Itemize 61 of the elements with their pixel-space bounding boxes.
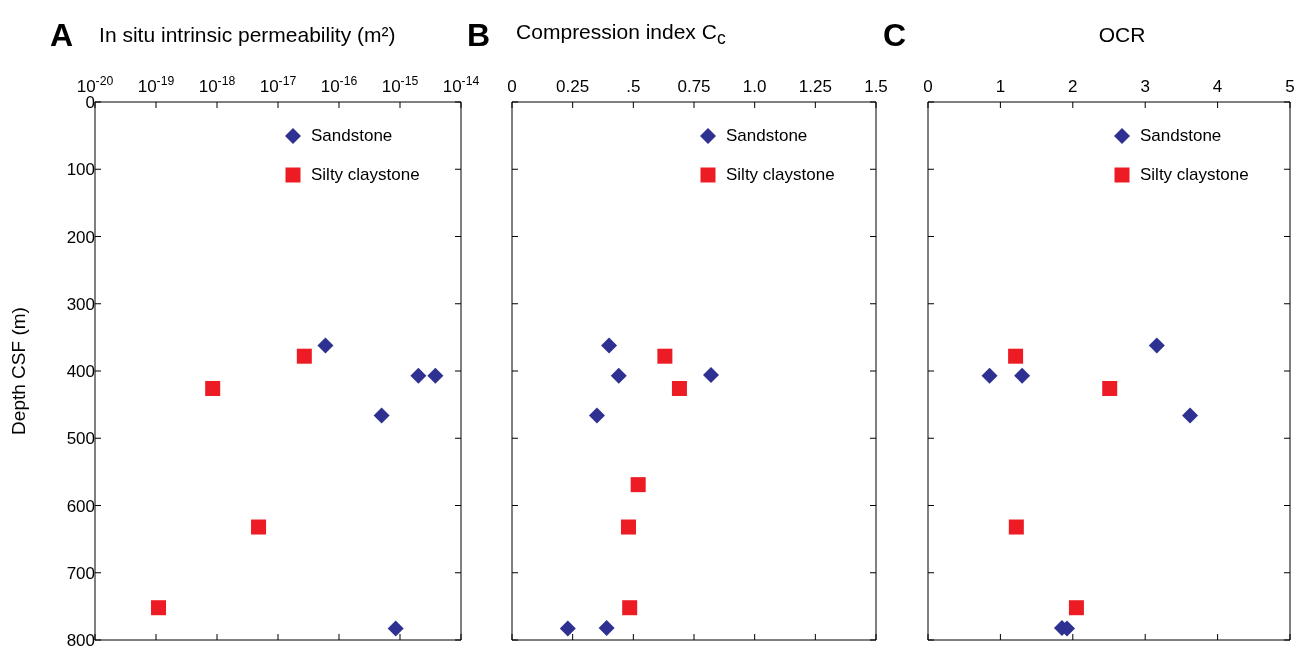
legend-label: Silty claystone: [311, 164, 420, 185]
point: [702, 367, 719, 384]
y-tick-label: 500: [66, 429, 95, 449]
point: [1068, 600, 1084, 616]
x-tick-label: 10$^{-18}$: [198, 74, 236, 96]
text: C: [883, 16, 907, 54]
point: [1008, 519, 1024, 535]
point: [559, 620, 576, 637]
x-tick-label: 10$^{-17}$: [259, 74, 297, 96]
y-tick-label: 300: [66, 294, 95, 314]
point: [657, 348, 673, 364]
legend-label: Sandstone: [1140, 125, 1222, 146]
legend-label: Silty claystone: [726, 164, 835, 185]
point: [622, 600, 638, 616]
x-tick-label: 0: [923, 77, 933, 96]
x-tick-label: 10$^{-16}$: [320, 74, 358, 96]
chart-title: OCR: [1097, 23, 1147, 47]
point: [1148, 337, 1165, 354]
point: [1014, 367, 1031, 384]
y-tick-label: 100: [66, 160, 95, 180]
x-tick-label: 3: [1140, 77, 1150, 96]
point: [588, 407, 605, 424]
legend-label: Sandstone: [311, 125, 393, 146]
y-tick-label: 700: [66, 563, 95, 583]
legend-label: Silty claystone: [1140, 164, 1249, 185]
point: [981, 367, 998, 384]
point: [598, 619, 615, 636]
x-tick-label: 1.25: [798, 77, 832, 96]
y-tick-label: 800: [66, 631, 95, 647]
y-tick-label: 200: [66, 227, 95, 247]
y-axis-title: Depth CSF (m): [8, 307, 30, 435]
x-tick-label: 0.25: [556, 77, 590, 96]
point: [601, 337, 618, 354]
y-tick-label: 600: [66, 496, 95, 516]
point: [610, 367, 627, 384]
x-tick-label: 10$^{-14}$: [442, 74, 480, 96]
y-tick-label: 400: [66, 362, 95, 381]
x-tick-label: 1: [995, 77, 1006, 96]
point: [1102, 380, 1118, 396]
text: A: [50, 16, 74, 54]
x-tick-label: 0.75: [677, 77, 711, 96]
point: [1182, 407, 1199, 424]
x-tick-label: 0: [507, 77, 517, 96]
y-tick-label: 0: [85, 93, 95, 112]
chart-title: In situ intrinsic permeability (m²): [99, 23, 396, 46]
x-tick-label: 10$^{-20}$: [76, 74, 114, 96]
point: [671, 380, 687, 396]
legend-label: Sandstone: [726, 125, 808, 146]
x-tick-label: 1.0: [742, 77, 767, 96]
x-tick-label: 10$^{-15}$: [381, 74, 419, 96]
x-tick-label: 2: [1068, 77, 1078, 96]
point: [1008, 348, 1024, 364]
x-tick-label: .5: [626, 77, 641, 96]
text: B: [467, 16, 491, 54]
x-tick-label: 4: [1212, 77, 1223, 96]
x-tick-label: 1.5: [864, 77, 888, 96]
point: [620, 519, 636, 535]
x-tick-label: 5: [1285, 77, 1295, 96]
x-tick-label: 10$^{-19}$: [137, 74, 175, 96]
chart-title: Compression index C$_{c}$: [516, 20, 726, 49]
point: [630, 477, 646, 493]
